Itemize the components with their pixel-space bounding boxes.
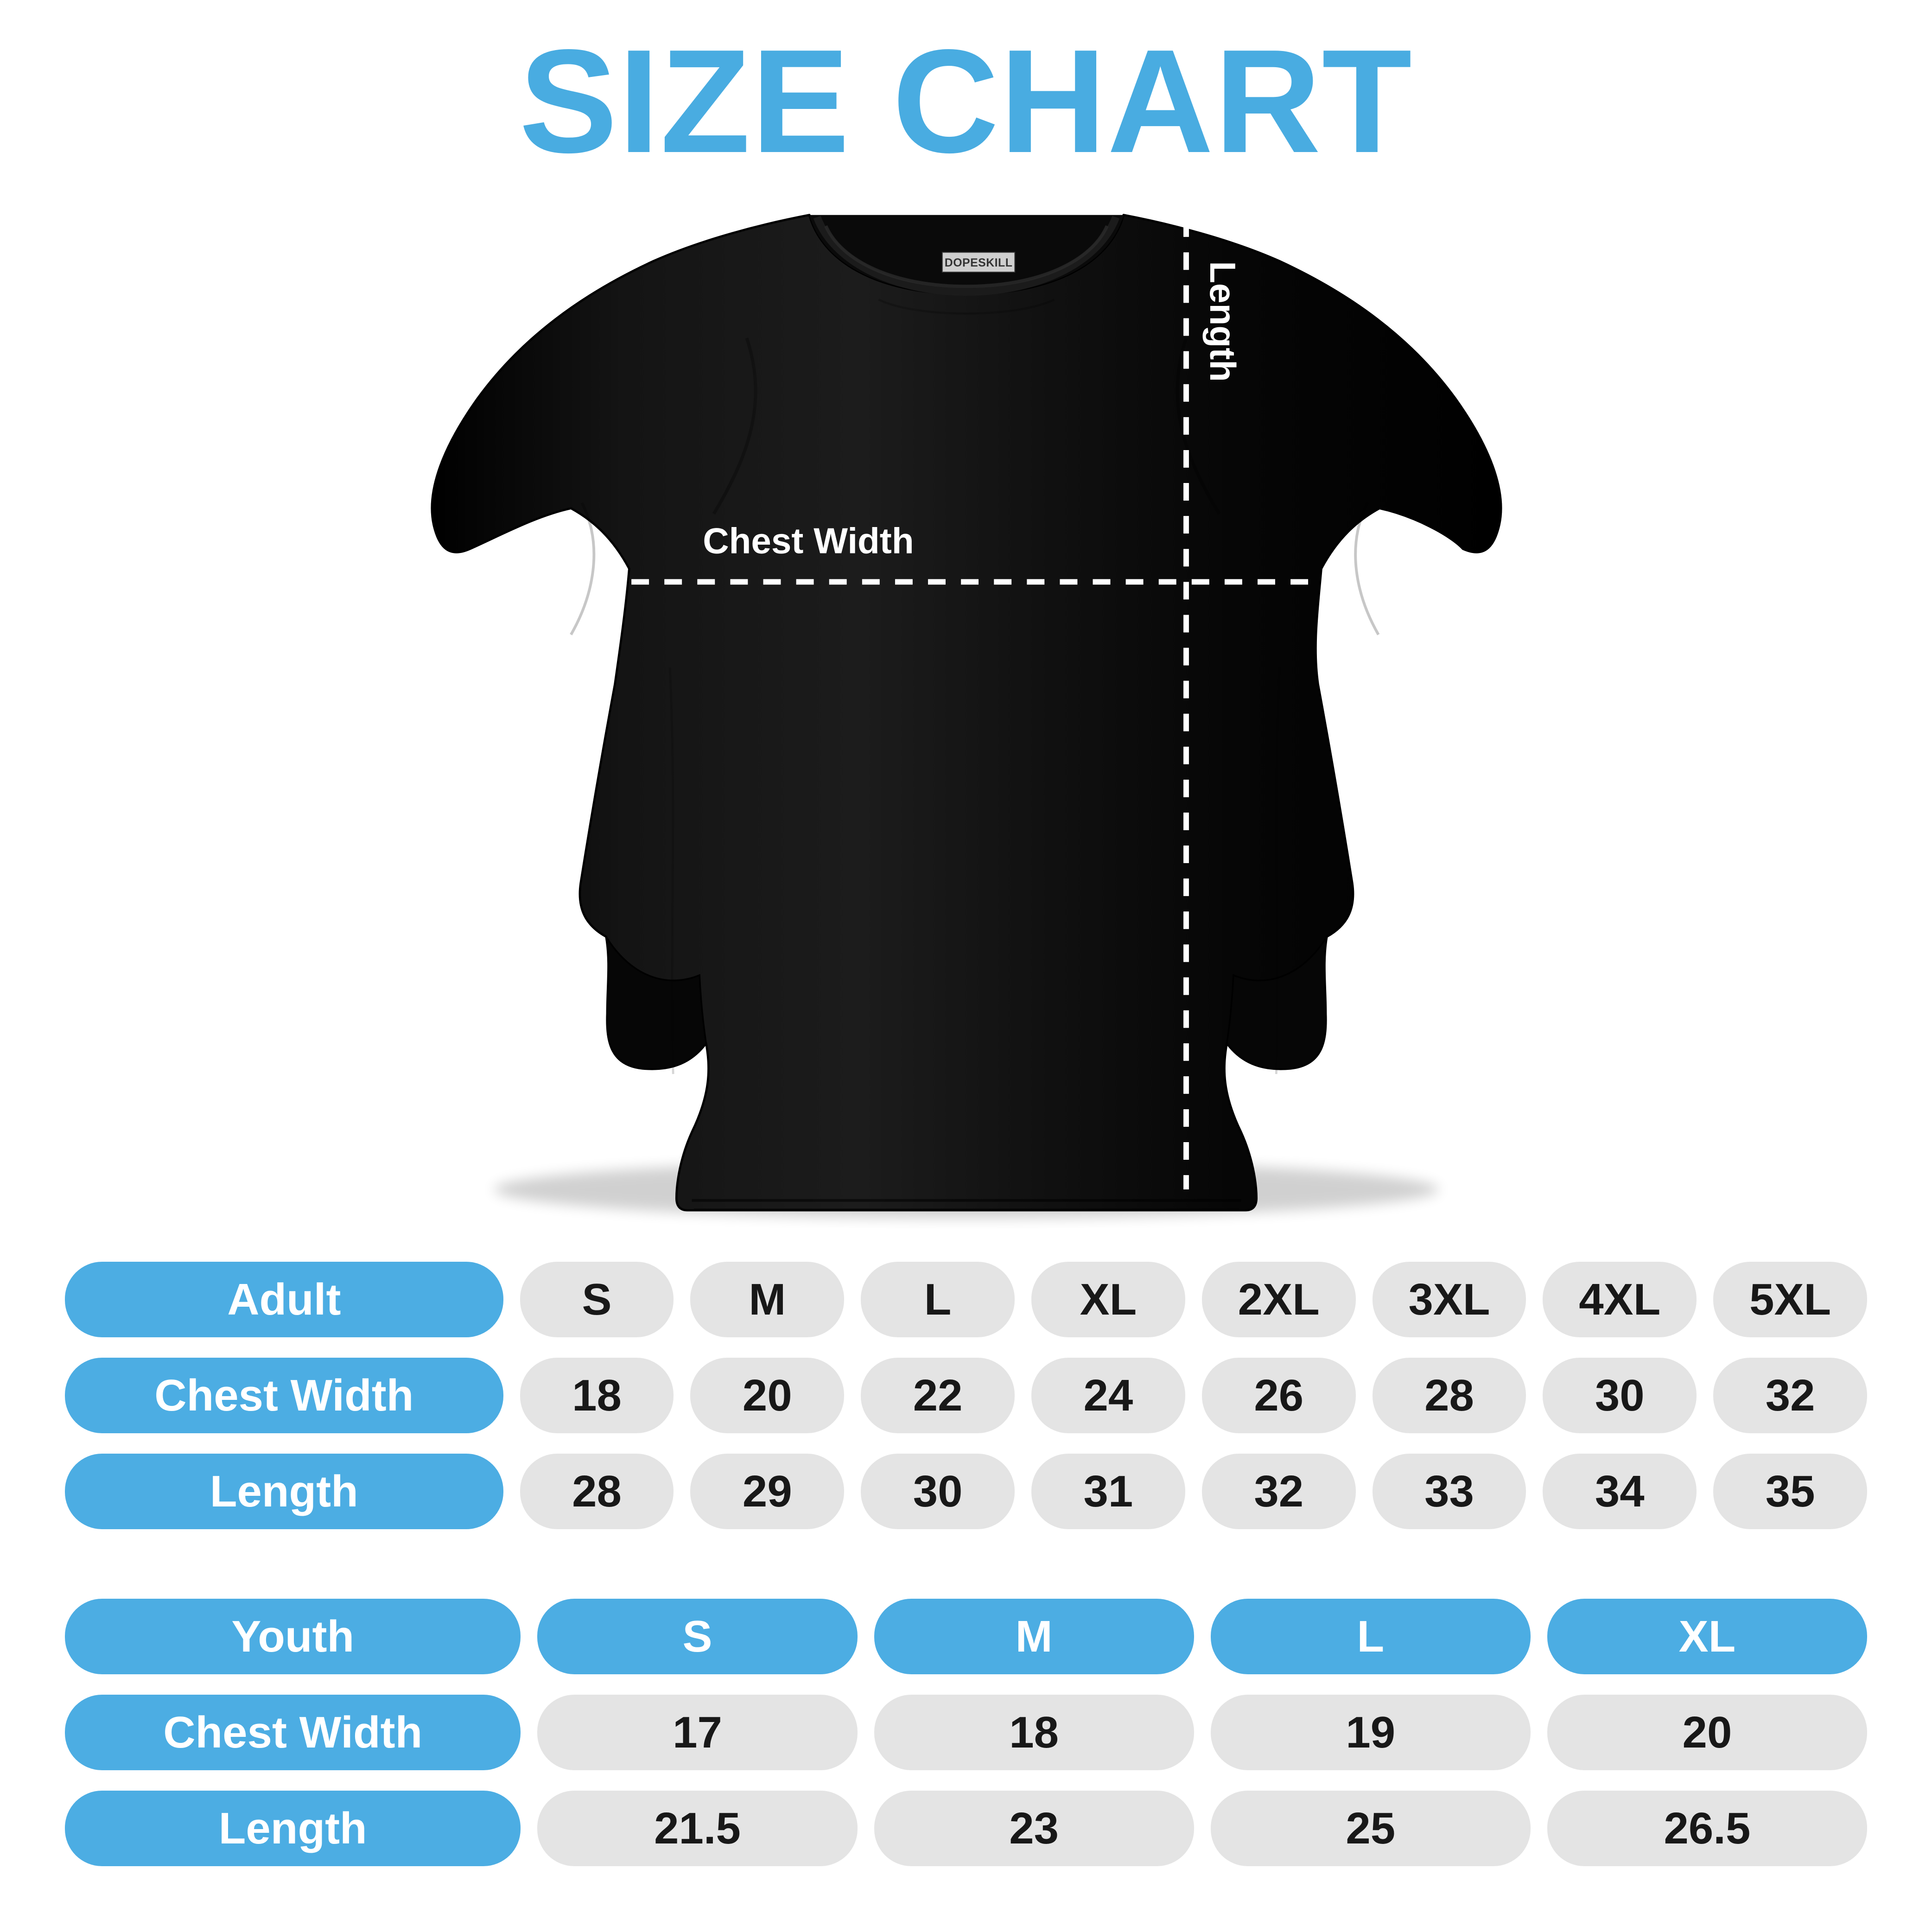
svg-text:Chest Width: Chest Width [703, 521, 914, 561]
svg-text:Length: Length [1202, 261, 1243, 382]
svg-text:DOPESKILL: DOPESKILL [945, 256, 1013, 269]
